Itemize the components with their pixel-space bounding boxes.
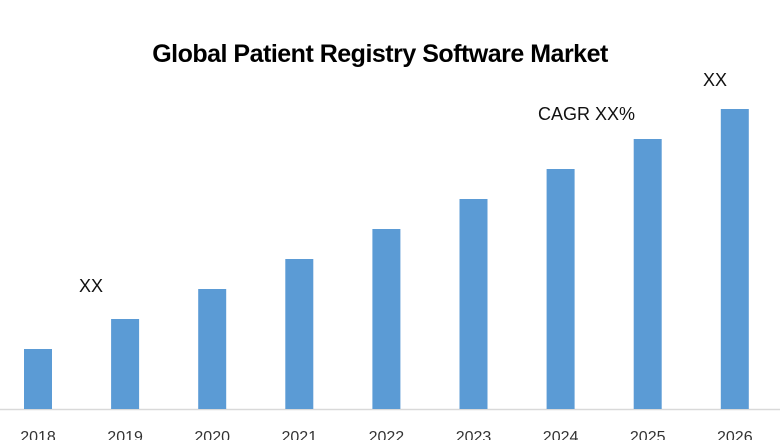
x-tick-label-2026: 2026 xyxy=(717,429,753,440)
bar-2023 xyxy=(459,199,488,409)
x-tick-label-2022: 2022 xyxy=(369,429,405,440)
annotation-cagr: CAGR XX% xyxy=(538,104,636,124)
x-tick-label-2018: 2018 xyxy=(20,429,56,440)
bar-2026 xyxy=(720,109,749,409)
bar-2019 xyxy=(111,319,140,409)
bar-2024 xyxy=(546,169,575,409)
annotation-2019-value: XX xyxy=(79,276,104,296)
bar-2025 xyxy=(633,139,662,409)
x-tick-label-2023: 2023 xyxy=(456,429,492,440)
x-tick-label-2024: 2024 xyxy=(543,429,579,440)
x-tick-label-2020: 2020 xyxy=(194,429,230,440)
bar-2021 xyxy=(285,259,314,409)
x-tick-label-2019: 2019 xyxy=(107,429,143,440)
bar-2022 xyxy=(372,229,401,409)
bar-2018 xyxy=(24,349,52,409)
x-tick-label-2025: 2025 xyxy=(630,429,666,440)
annotation-2026-value: XX xyxy=(703,70,728,90)
bar-2020 xyxy=(198,289,227,409)
x-tick-label-2021: 2021 xyxy=(282,429,318,440)
chart-title: Global Patient Registry Software Market xyxy=(152,40,608,68)
